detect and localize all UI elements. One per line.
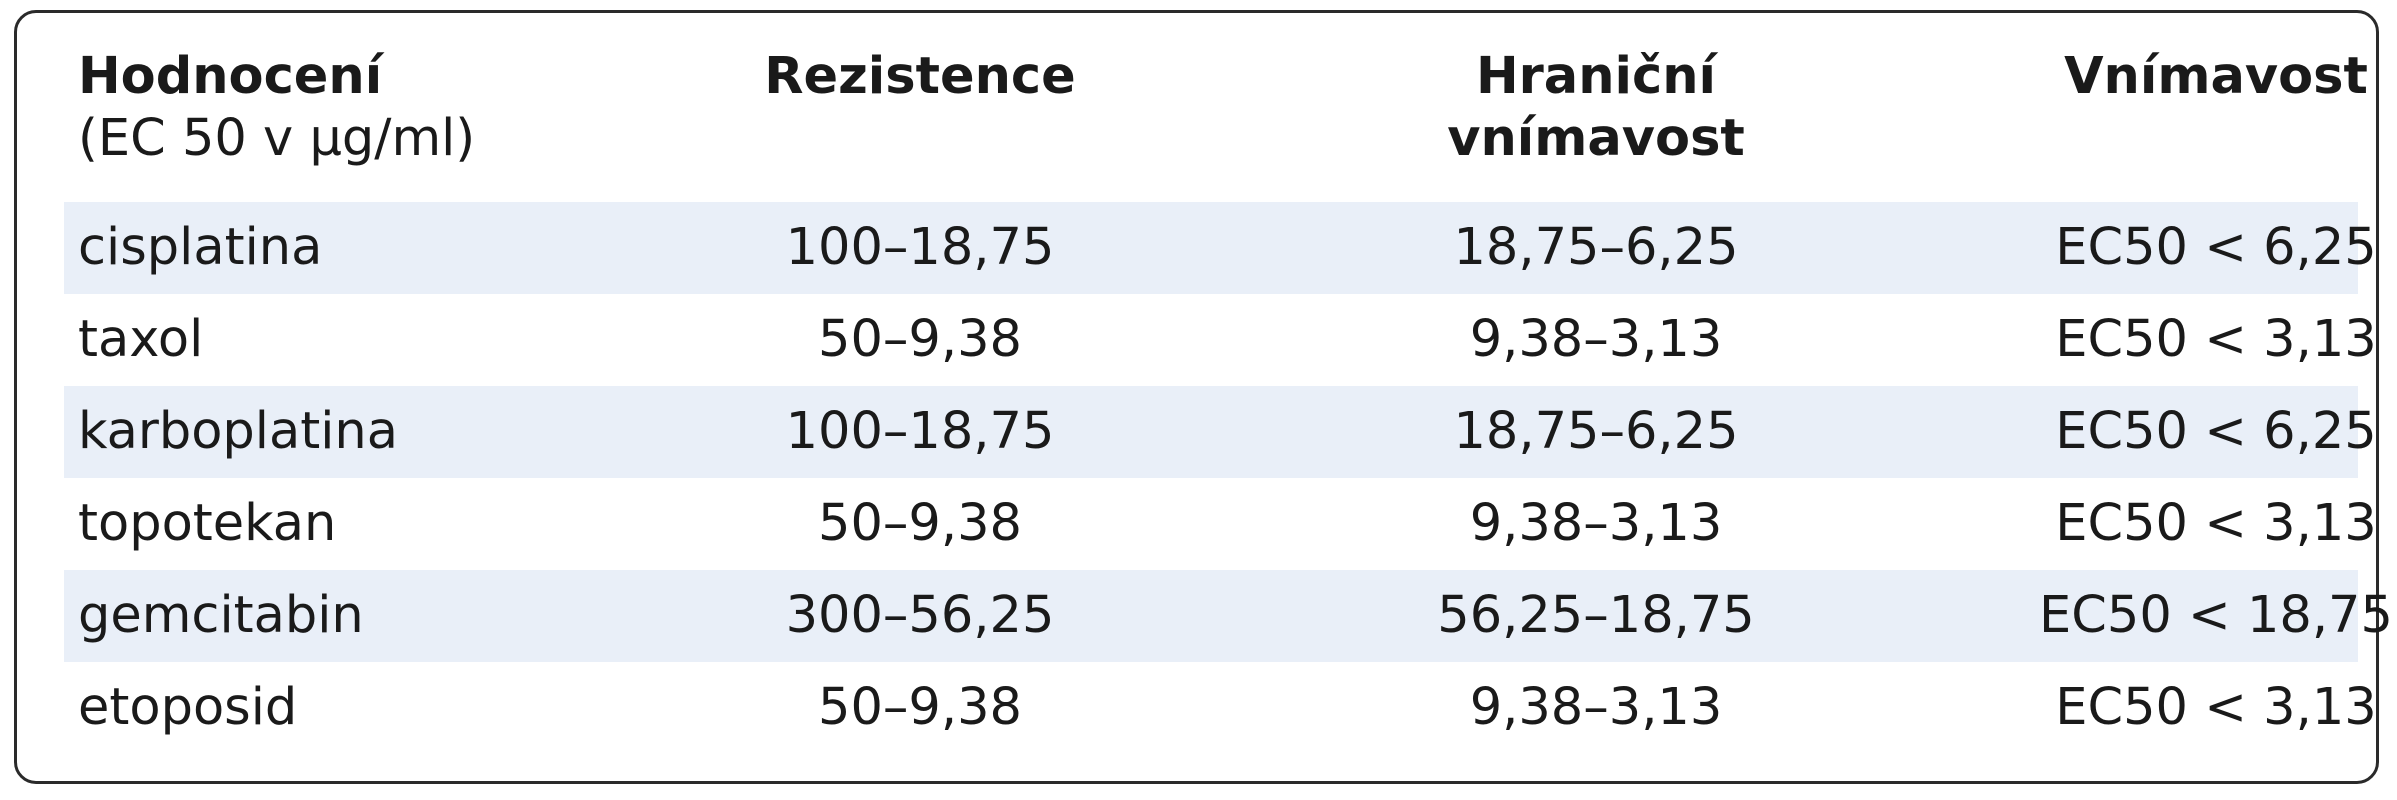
row-vnimavost: EC50 < 18,75: [2039, 586, 2393, 645]
table-row: karboplatina 100–18,75 18,75–6,25 EC50 <…: [64, 386, 2377, 478]
row-hranicni: 9,38–3,13: [1469, 310, 1723, 369]
row-hranicni: 56,25–18,75: [1437, 586, 1755, 645]
row-name: gemcitabin: [78, 586, 364, 645]
row-name: cisplatina: [78, 218, 323, 277]
table-row: cisplatina 100–18,75 18,75–6,25 EC50 < 6…: [64, 202, 2377, 294]
header-hodnoceni-title: Hodnocení: [78, 47, 383, 106]
row-vnimavost: EC50 < 6,25: [2055, 402, 2377, 461]
row-name: topotekan: [78, 494, 337, 553]
header-hranicni-vnimavost: Hraniční vnímavost: [1447, 46, 1745, 170]
header-hodnoceni-subtitle: (EC 50 v µg/ml): [78, 109, 476, 168]
row-vnimavost: EC50 < 3,13: [2055, 494, 2377, 553]
row-name: taxol: [78, 310, 204, 369]
table-row: topotekan 50–9,38 9,38–3,13 EC50 < 3,13: [64, 478, 2377, 570]
table-row: gemcitabin 300–56,25 56,25–18,75 EC50 < …: [64, 570, 2393, 662]
header-hranicni-line1: Hraniční: [1475, 47, 1717, 106]
row-name: karboplatina: [78, 402, 398, 461]
header-hodnoceni: Hodnocení (EC 50 v µg/ml): [78, 46, 475, 170]
header-hranicni-line2: vnímavost: [1447, 109, 1745, 168]
header-vnimavost-title: Vnímavost: [2064, 47, 2368, 106]
header-rezistence: Rezistence: [764, 46, 1075, 108]
row-rezistence: 50–9,38: [818, 678, 1022, 737]
row-hranicni: 9,38–3,13: [1469, 494, 1723, 553]
row-vnimavost: EC50 < 3,13: [2055, 310, 2377, 369]
row-hranicni: 18,75–6,25: [1453, 402, 1739, 461]
table-header: Hodnocení (EC 50 v µg/ml) Rezistence Hra…: [64, 40, 2368, 202]
row-rezistence: 100–18,75: [785, 402, 1055, 461]
header-rezistence-title: Rezistence: [764, 47, 1076, 106]
row-vnimavost: EC50 < 6,25: [2055, 218, 2377, 277]
header-vnimavost: Vnímavost: [2064, 46, 2368, 108]
row-name: etoposid: [78, 678, 298, 737]
row-rezistence: 300–56,25: [785, 586, 1055, 645]
row-rezistence: 50–9,38: [818, 494, 1022, 553]
row-vnimavost: EC50 < 3,13: [2055, 678, 2377, 737]
table-row: etoposid 50–9,38 9,38–3,13 EC50 < 3,13: [64, 662, 2377, 754]
row-hranicni: 18,75–6,25: [1453, 218, 1739, 277]
table-row: taxol 50–9,38 9,38–3,13 EC50 < 3,13: [64, 294, 2377, 386]
row-rezistence: 100–18,75: [785, 218, 1055, 277]
row-rezistence: 50–9,38: [818, 310, 1022, 369]
row-hranicni: 9,38–3,13: [1469, 678, 1723, 737]
